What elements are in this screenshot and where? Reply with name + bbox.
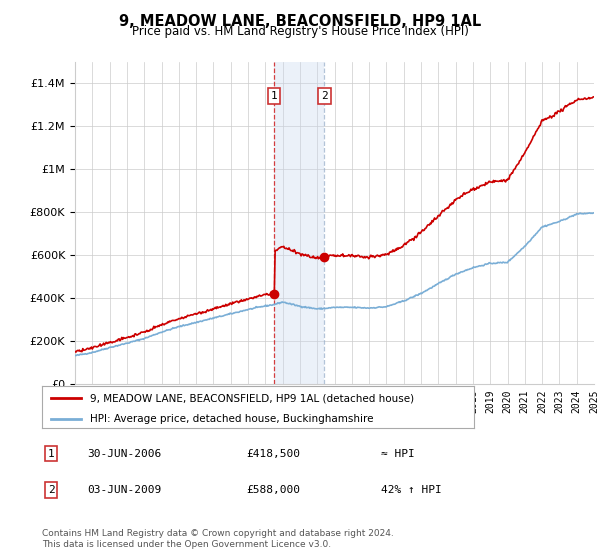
Text: HPI: Average price, detached house, Buckinghamshire: HPI: Average price, detached house, Buck… [89,414,373,424]
Text: Contains HM Land Registry data © Crown copyright and database right 2024.
This d: Contains HM Land Registry data © Crown c… [42,529,394,549]
Text: 1: 1 [47,449,55,459]
Text: 9, MEADOW LANE, BEACONSFIELD, HP9 1AL (detached house): 9, MEADOW LANE, BEACONSFIELD, HP9 1AL (d… [89,393,413,403]
Text: 03-JUN-2009: 03-JUN-2009 [87,485,161,495]
Text: £588,000: £588,000 [246,485,300,495]
Text: 2: 2 [321,91,328,101]
Bar [274,62,325,384]
Text: 2: 2 [47,485,55,495]
Text: 1: 1 [271,91,277,101]
Text: 9, MEADOW LANE, BEACONSFIELD, HP9 1AL: 9, MEADOW LANE, BEACONSFIELD, HP9 1AL [119,14,481,29]
Text: 42% ↑ HPI: 42% ↑ HPI [381,485,442,495]
Text: Price paid vs. HM Land Registry's House Price Index (HPI): Price paid vs. HM Land Registry's House … [131,25,469,38]
Text: £418,500: £418,500 [246,449,300,459]
Text: ≈ HPI: ≈ HPI [381,449,415,459]
Text: 30-JUN-2006: 30-JUN-2006 [87,449,161,459]
